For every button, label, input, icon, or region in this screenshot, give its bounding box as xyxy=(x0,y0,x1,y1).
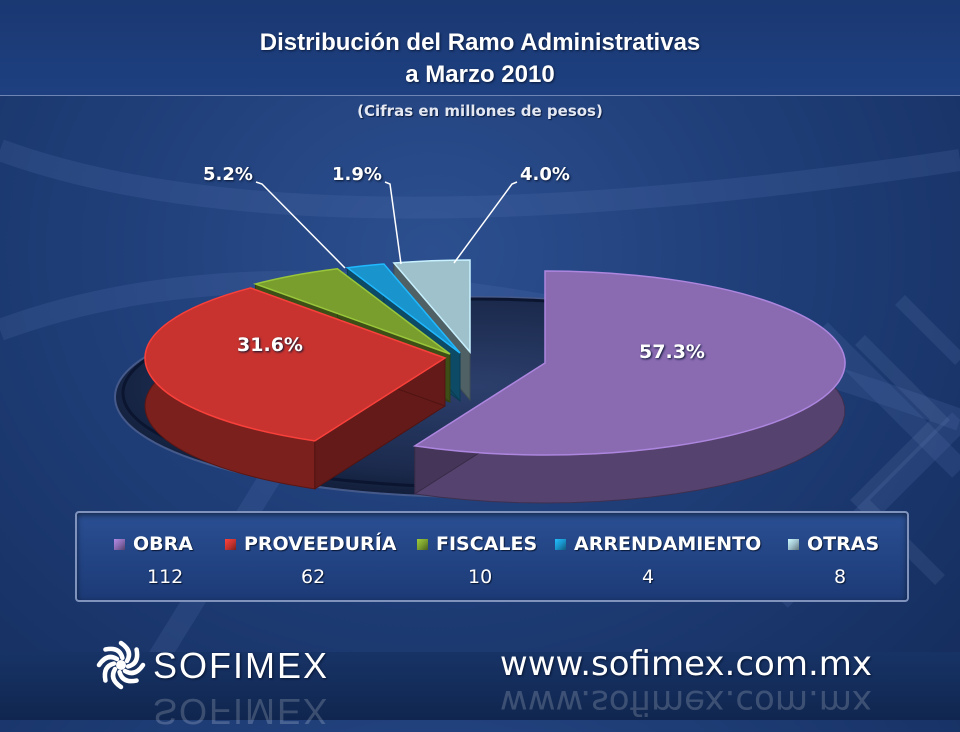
sofimex-logo-text: SOFIMEX xyxy=(153,645,330,686)
legend-value-proveeduria: 62 xyxy=(301,566,326,588)
legend-item-otras: OTRAS xyxy=(788,533,879,555)
chart-title-line1: Distribución del Ramo Administrativas xyxy=(259,29,701,56)
pie-label-obra: 57.3% xyxy=(639,341,705,363)
legend-swatch-otras xyxy=(788,538,799,550)
pie-label-otras: 4.0% xyxy=(520,164,570,185)
legend-label: PROVEEDURÍA xyxy=(244,533,397,555)
pie-slice-obra xyxy=(412,270,846,504)
sofimex-flower-icon xyxy=(96,640,146,690)
legend-label: OBRA xyxy=(133,533,193,555)
legend-swatch-proveeduria xyxy=(225,538,236,550)
leader-line-fiscales xyxy=(255,181,346,269)
legend-label: ARRENDAMIENTO xyxy=(574,533,762,555)
leader-line-arrendamiento xyxy=(384,181,402,265)
legend-value-otras: 8 xyxy=(834,566,847,588)
legend-value-fiscales: 10 xyxy=(468,566,493,588)
chart-title-line2: a Marzo 2010 xyxy=(405,61,555,88)
legend-item-arrendamiento: ARRENDAMIENTO xyxy=(555,533,761,555)
legend-item-obra: OBRA xyxy=(114,533,193,555)
pie-label-arrendamiento: 1.9% xyxy=(332,164,382,185)
chart-subtitle: (Cifras en millones de pesos) xyxy=(357,102,603,120)
header-band xyxy=(0,0,960,96)
legend-value-obra: 112 xyxy=(147,566,184,588)
legend-value-arrendamiento: 4 xyxy=(642,566,655,588)
pie-label-fiscales: 5.2% xyxy=(203,164,253,185)
legend-swatch-arrendamiento xyxy=(555,538,566,550)
legend-swatch-obra xyxy=(114,538,125,550)
legend-item-fiscales: FISCALES xyxy=(417,533,537,555)
website-reflection: www.sofimex.com.mx xyxy=(499,682,872,722)
legend-label: OTRAS xyxy=(807,533,880,555)
footer-band xyxy=(0,652,960,720)
legend-label: FISCALES xyxy=(436,533,538,555)
pie-label-proveeduría: 31.6% xyxy=(237,334,303,356)
legend-swatch-fiscales xyxy=(417,538,428,550)
website-link[interactable]: www.sofimex.com.mx xyxy=(499,644,872,684)
chart-legend: OBRA PROVEEDURÍA FISCALES ARRENDAMIENTO … xyxy=(75,511,909,602)
legend-item-proveeduria: PROVEEDURÍA xyxy=(225,533,396,555)
leader-line-otras xyxy=(453,181,518,264)
pie-slice-proveeduría xyxy=(144,287,447,490)
sofimex-logo-reflection: SOFIMEX xyxy=(153,691,330,732)
